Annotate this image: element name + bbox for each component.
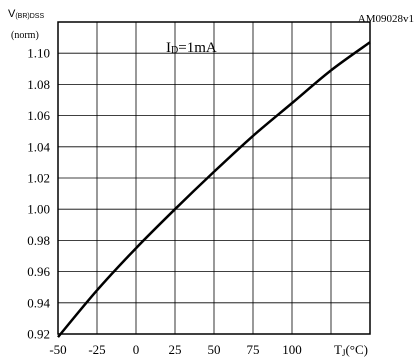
y-tick-label: 1.02 [27,171,50,186]
y-axis-label: V(BR)DSS [8,8,44,20]
y-tick-label: 1.00 [27,202,50,217]
y-tick-labels: 0.92 0.94 0.96 0.98 1.00 1.02 1.04 1.06 1.08 1.10 [27,46,50,342]
x-tick-label: -50 [49,342,66,357]
figure-id: AM09028v1 [358,13,414,25]
x-tick-label: 25 [169,342,182,357]
y-tick-label: 0.92 [27,327,50,342]
y-axis-unit: (norm) [11,30,39,41]
x-tick-label: 100 [282,342,302,357]
plot-frame [57,21,371,335]
x-axis-label: TJ(°C) [334,342,368,358]
y-tick-label: 0.94 [27,295,50,310]
y-tick-label: 1.10 [27,46,50,61]
x-tick-label: 50 [208,342,221,357]
series-line [57,41,371,338]
y-tick-label: 0.98 [27,233,50,248]
x-tick-labels: -50 -25 0 25 50 75 100 [49,342,301,357]
x-tick-label: 0 [133,342,140,357]
x-tick-label: -25 [88,342,105,357]
y-tick-label: 1.04 [27,139,50,154]
grid [58,22,370,334]
x-tick-label: 75 [247,342,260,357]
y-tick-label: 1.08 [27,77,50,92]
y-tick-label: 1.06 [27,108,50,123]
test-condition-annotation: ID=1mA [166,40,217,56]
y-tick-label: 0.96 [27,264,50,279]
